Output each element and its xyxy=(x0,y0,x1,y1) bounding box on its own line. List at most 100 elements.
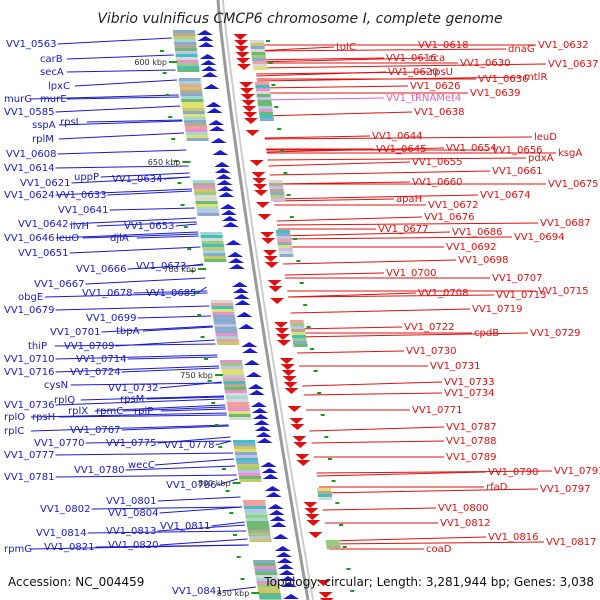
backbone-tick xyxy=(313,370,318,372)
left-leader-line xyxy=(160,408,226,412)
left-leader-line xyxy=(197,286,207,294)
left-leader-line xyxy=(55,365,220,373)
feature-band xyxy=(173,33,196,36)
feature-band xyxy=(253,67,268,70)
left-leader-line xyxy=(69,217,197,225)
right-leader-line xyxy=(254,57,385,61)
feature-band xyxy=(233,443,256,446)
right-leader-line xyxy=(253,48,507,52)
backbone-tick xyxy=(283,172,288,174)
feature-band xyxy=(243,503,266,506)
left-gene-label: VV1_0653 xyxy=(124,221,175,232)
feature-band xyxy=(245,512,267,515)
left-gene-label: VV1_0634 xyxy=(112,174,163,185)
chromosome-backbone xyxy=(216,0,314,600)
feature-band xyxy=(216,336,239,339)
left-leader-line xyxy=(215,440,232,446)
feature-band xyxy=(224,390,247,393)
right-gene-label: VV1_0637 xyxy=(548,59,599,70)
right-gene-label: VV1_0731 xyxy=(430,361,481,372)
left-leader-line xyxy=(142,326,213,332)
backbone-tick xyxy=(339,524,343,526)
left-gene-arrow xyxy=(256,438,273,443)
feature-band xyxy=(226,399,249,402)
feature-band xyxy=(228,414,251,417)
right-gene-arrow xyxy=(242,106,257,112)
right-leader-line xyxy=(256,71,429,75)
feature-band xyxy=(293,344,308,347)
left-gene-label: VV1_0614 xyxy=(4,163,55,174)
right-gene-label: VV1_0620 xyxy=(388,67,439,78)
right-gene-arrow xyxy=(289,418,304,424)
feature-band xyxy=(234,446,256,449)
left-gene-arrow xyxy=(262,474,279,479)
left-gene-label: VV1_0701 xyxy=(50,327,101,338)
left-gene-arrow xyxy=(255,432,272,437)
right-gene-arrow xyxy=(295,454,310,460)
backbone-tick xyxy=(277,128,282,130)
gene-labels: VV1_0563 carB secA lpxC murG murE VV1_0585 sspA… xyxy=(4,39,600,597)
left-leader-line xyxy=(55,105,181,113)
left-gene-arrow xyxy=(200,60,217,65)
feature-band xyxy=(222,378,245,381)
feature-band xyxy=(212,312,235,315)
right-leader-line xyxy=(264,135,371,139)
right-leader-line xyxy=(273,198,395,202)
feature-band xyxy=(254,569,277,572)
left-gene-arrow xyxy=(197,36,214,41)
backbone-tick xyxy=(204,358,209,360)
left-gene-arrow xyxy=(270,522,287,527)
feature-band xyxy=(210,300,233,303)
right-leader-line xyxy=(278,231,451,237)
right-gene-arrow xyxy=(274,328,289,334)
feature-band xyxy=(227,405,250,408)
right-gene-arrow xyxy=(254,190,268,196)
feature-band xyxy=(276,236,291,239)
right-gene-arrow xyxy=(241,100,256,106)
feature-band xyxy=(318,494,332,497)
feature-band xyxy=(259,112,274,115)
feature-band xyxy=(185,132,208,135)
backbone-tick xyxy=(218,446,223,448)
backbone-tick xyxy=(233,534,237,536)
left-gene-label: VV1_0714 xyxy=(76,354,127,365)
map-title: Vibrio vulnificus CMCP6 chromosome I, co… xyxy=(97,11,502,27)
feature-band xyxy=(202,250,225,253)
feature-band xyxy=(256,578,279,581)
backbone-tick xyxy=(303,304,308,306)
left-leader-line xyxy=(66,54,174,60)
backbone-tick xyxy=(271,84,276,86)
right-gene-arrow xyxy=(245,130,260,136)
backbone-tick xyxy=(335,502,340,504)
right-gene-arrow xyxy=(306,520,321,526)
right-gene-label: VV1_0630 xyxy=(460,58,511,69)
right-gene-arrow xyxy=(283,382,298,388)
right-gene-label: VV1_0686 xyxy=(452,227,503,238)
left-gene-label: djlA xyxy=(110,233,129,244)
feature-band xyxy=(215,333,238,336)
feature-band xyxy=(194,195,217,198)
feature-band xyxy=(269,186,284,189)
feature-band xyxy=(201,238,224,241)
right-gene-label: VV1_0677 xyxy=(378,224,429,235)
feature-band xyxy=(173,36,196,39)
left-gene-arrow xyxy=(238,324,255,329)
feature-band xyxy=(249,536,272,539)
feature-band xyxy=(227,408,250,411)
left-gene-arrow xyxy=(229,264,245,269)
left-leader-line xyxy=(30,94,179,100)
left-gene-arrow xyxy=(210,138,227,143)
left-gene-label: VV1_0778 xyxy=(164,440,215,451)
feature-band xyxy=(244,509,267,512)
left-gene-label: VV1_0777 xyxy=(4,450,55,461)
feature-band xyxy=(277,242,292,245)
left-leader-line xyxy=(157,436,231,444)
left-gene-label: VV1_0651 xyxy=(18,248,69,259)
left-leader-line xyxy=(159,381,222,389)
feature-band xyxy=(270,195,285,198)
feature-band xyxy=(326,546,341,549)
feature-band xyxy=(174,48,197,51)
feature-band xyxy=(175,54,198,57)
backbone-tick xyxy=(222,468,226,470)
right-gene-arrow xyxy=(252,178,267,184)
